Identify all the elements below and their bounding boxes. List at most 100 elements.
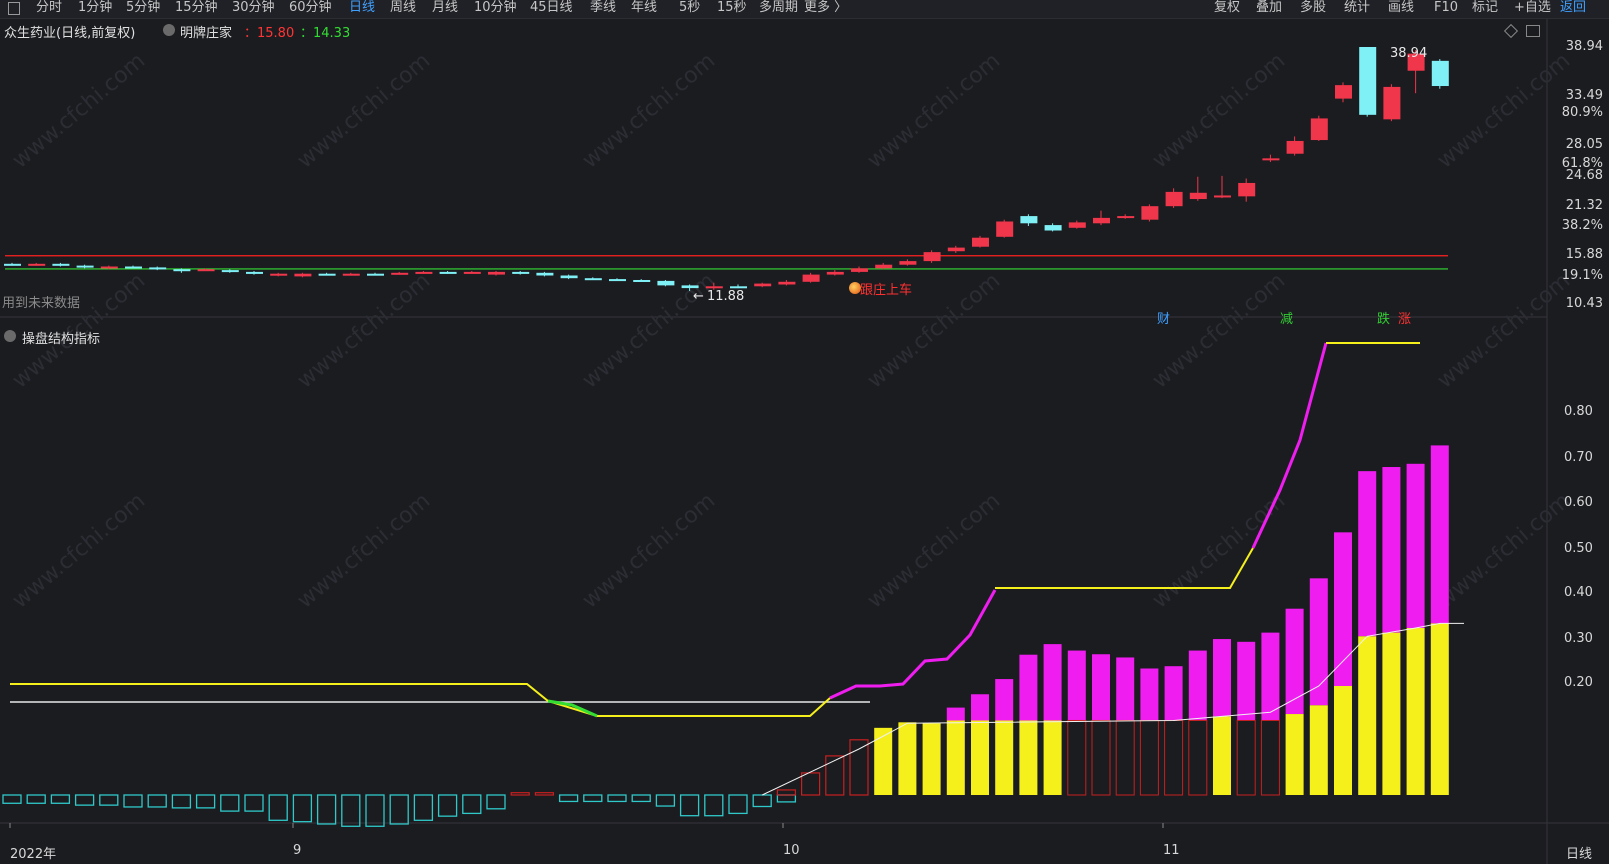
candle-body — [972, 237, 989, 247]
toolbar-action-6[interactable]: 标记 — [1472, 0, 1499, 15]
indicator-title: 操盘结构指标 — [22, 332, 101, 347]
toolbar-action-0[interactable]: 复权 — [1214, 0, 1241, 15]
magenta-bar — [1092, 654, 1110, 721]
panel-toggle-icon[interactable] — [8, 2, 20, 15]
cyan-bar — [462, 794, 482, 815]
yellow-bar — [1334, 685, 1352, 795]
toolbar-action-5[interactable]: F10 — [1434, 0, 1459, 15]
candle-body — [560, 275, 578, 279]
period-tab-15[interactable]: 多周期 — [759, 0, 799, 15]
period-tab-1[interactable]: 1分钟 — [78, 0, 113, 15]
green-segment — [547, 699, 598, 718]
period-status: 日线 — [1566, 847, 1593, 862]
period-tab-14[interactable]: 15秒 — [717, 0, 747, 15]
period-tab-9[interactable]: 10分钟 — [474, 0, 517, 15]
cyan-bar — [244, 794, 264, 812]
candle-body — [28, 263, 46, 266]
indicator-collapse-icon[interactable] — [4, 330, 16, 342]
magenta-bar — [1116, 657, 1135, 721]
marker-cai: 财 — [1157, 312, 1171, 327]
cyan-bar — [50, 794, 71, 804]
future-data-note: 用到未来数据 — [2, 296, 81, 311]
watermark: www.cfchi.com — [1148, 268, 1290, 393]
candle-body — [1238, 182, 1256, 197]
toolbar-action-2[interactable]: 多股 — [1300, 0, 1327, 15]
candle-body — [584, 278, 602, 281]
period-tab-0[interactable]: 分时 — [36, 0, 63, 15]
yellow-bar — [1406, 628, 1425, 795]
marker-jian: 减 — [1280, 312, 1294, 327]
cyan-bar — [195, 794, 216, 809]
candle-body — [1189, 192, 1207, 200]
period-tab-16[interactable]: 更多 〉 — [804, 0, 848, 15]
candle-body — [342, 273, 360, 276]
magenta-bar — [1213, 639, 1231, 717]
watermark: www.cfchi.com — [8, 488, 150, 613]
magenta-bar — [971, 694, 989, 721]
red-hollow-bar — [1188, 719, 1208, 796]
candle-body — [802, 274, 820, 282]
cyan-bar — [631, 794, 651, 803]
period-tab-10[interactable]: 45日线 — [530, 0, 573, 15]
candle-body — [1359, 47, 1377, 115]
chart-canvas[interactable]: www.cfchi.com www.cfchi.com www.cfchi.com w… — [0, 19, 1609, 864]
candle-body — [681, 285, 699, 289]
period-tab-5[interactable]: 60分钟 — [289, 0, 332, 15]
indicator-axis-label: 0.70 — [1564, 450, 1593, 465]
cyan-bar — [752, 794, 772, 808]
period-tab-12[interactable]: 年线 — [631, 0, 658, 15]
period-tab-2[interactable]: 5分钟 — [126, 0, 161, 15]
magenta-bar — [1164, 666, 1183, 721]
candle-body — [318, 273, 336, 276]
cyan-bar — [583, 794, 603, 803]
window-icon[interactable] — [1526, 25, 1540, 37]
period-tab-11[interactable]: 季线 — [590, 0, 617, 15]
watermark: www.cfchi.com — [293, 48, 435, 173]
candle-body — [1117, 216, 1135, 219]
toolbar-action-3[interactable]: 统计 — [1344, 0, 1371, 15]
period-tab-3[interactable]: 15分钟 — [175, 0, 218, 15]
yellow-bar — [922, 723, 941, 795]
period-tab-13[interactable]: 5秒 — [679, 0, 701, 15]
magenta-bar — [1309, 578, 1328, 706]
toolbar-action-7[interactable]: +自选 — [1514, 0, 1551, 15]
watermark: www.cfchi.com — [1433, 488, 1575, 613]
toolbar-action-1[interactable]: 叠加 — [1256, 0, 1283, 15]
candle-body — [947, 247, 965, 252]
toolbar-action-8[interactable]: 返回 — [1560, 0, 1587, 15]
magenta-bar — [1019, 654, 1038, 721]
candle-body — [1431, 60, 1449, 87]
period-tab-4[interactable]: 30分钟 — [232, 0, 275, 15]
candle-body — [1068, 222, 1086, 228]
yellow-bar — [1358, 636, 1377, 795]
price-axis-label: 21.32 — [1565, 198, 1603, 213]
cyan-bar — [389, 794, 409, 825]
low-price-label: 11.88 — [707, 289, 745, 304]
yellow-bar — [1309, 705, 1328, 795]
period-tab-7[interactable]: 周线 — [390, 0, 417, 15]
price-axis-label: 15.88 — [1565, 247, 1603, 262]
candle-body — [1286, 140, 1304, 154]
cyan-bar — [728, 794, 748, 815]
indicator-toggle-icon[interactable] — [163, 24, 175, 36]
magenta-bar — [1430, 445, 1449, 624]
toolbar-action-4[interactable]: 画线 — [1388, 0, 1415, 15]
period-tab-8[interactable]: 月线 — [432, 0, 459, 15]
candle-body — [1335, 85, 1352, 99]
candle-body — [923, 252, 941, 262]
candle-body — [246, 271, 263, 274]
marker-die: 跌 — [1377, 312, 1391, 327]
cyan-bar — [316, 794, 337, 825]
watermark: www.cfchi.com — [1148, 48, 1290, 173]
marker-zhang: 涨 — [1398, 312, 1412, 327]
cyan-bar — [2, 794, 22, 804]
candle-body — [1044, 225, 1062, 231]
cyan-bar — [292, 794, 313, 823]
candle-body — [463, 271, 481, 274]
period-tab-6[interactable]: 日线 — [349, 0, 376, 15]
candle-body — [730, 286, 747, 289]
watermark: www.cfchi.com — [578, 268, 720, 393]
price-axis-label: 38.94 — [1565, 39, 1603, 54]
cyan-bar — [679, 794, 700, 817]
red-hollow-bar — [1139, 719, 1159, 796]
